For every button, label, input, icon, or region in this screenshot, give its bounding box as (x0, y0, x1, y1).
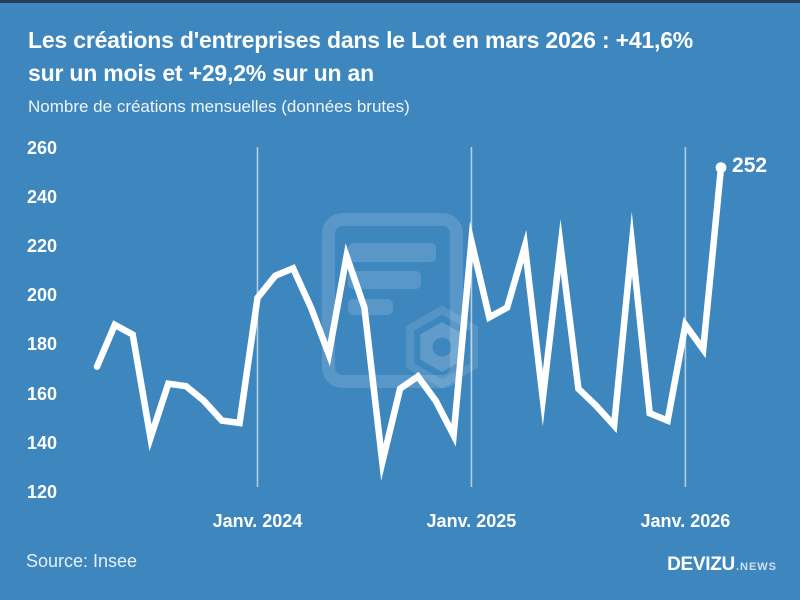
watermark-hexagon-outline (406, 305, 478, 389)
y-tick-label: 160 (26, 383, 57, 404)
document-watermark-icon (322, 213, 478, 389)
brand-suffix: .NEWS (735, 561, 777, 573)
watermark-hexagon-icon (406, 305, 478, 389)
watermark-text-bar-1 (348, 243, 436, 262)
x-axis-label: Janv. 2026 (640, 511, 731, 531)
chart-header: Les créations d'entreprises dans le Lot … (28, 24, 780, 117)
top-edge-strip (0, 0, 800, 3)
chart-title-line1: Les créations d'entreprises dans le Lot … (28, 27, 694, 53)
y-tick-label: 120 (26, 481, 57, 502)
y-tick-label: 180 (26, 334, 57, 355)
y-tick-label: 200 (26, 285, 57, 306)
chart-title-line2: sur un mois et +29,2% sur un an (28, 60, 374, 86)
x-axis-label: Janv. 2025 (426, 511, 517, 531)
last-value-label: 252 (732, 154, 768, 178)
y-tick-label: 140 (26, 432, 57, 453)
chart-title: Les créations d'entreprises dans le Lot … (28, 24, 780, 90)
y-tick-label: 240 (26, 187, 57, 208)
brand-name: DEVIZU (667, 554, 735, 575)
watermark-text-bar-3 (348, 299, 393, 315)
x-gridlines (256, 147, 687, 487)
chart-subtitle: Nombre de créations mensuelles (données … (28, 97, 410, 116)
y-tick-label: 220 (26, 236, 57, 257)
last-point-marker (715, 162, 727, 174)
x-axis-label: Janv. 2024 (212, 511, 303, 531)
brand-logo: DEVIZU .NEWS (667, 554, 777, 576)
y-tick-label: 260 (26, 138, 57, 158)
watermark-text-bar-2 (348, 271, 421, 289)
watermark-document-outline (322, 213, 463, 388)
watermark-hexagon-nut (420, 322, 464, 372)
source-credit: Source: Insee (26, 551, 138, 571)
data-line (93, 164, 725, 481)
